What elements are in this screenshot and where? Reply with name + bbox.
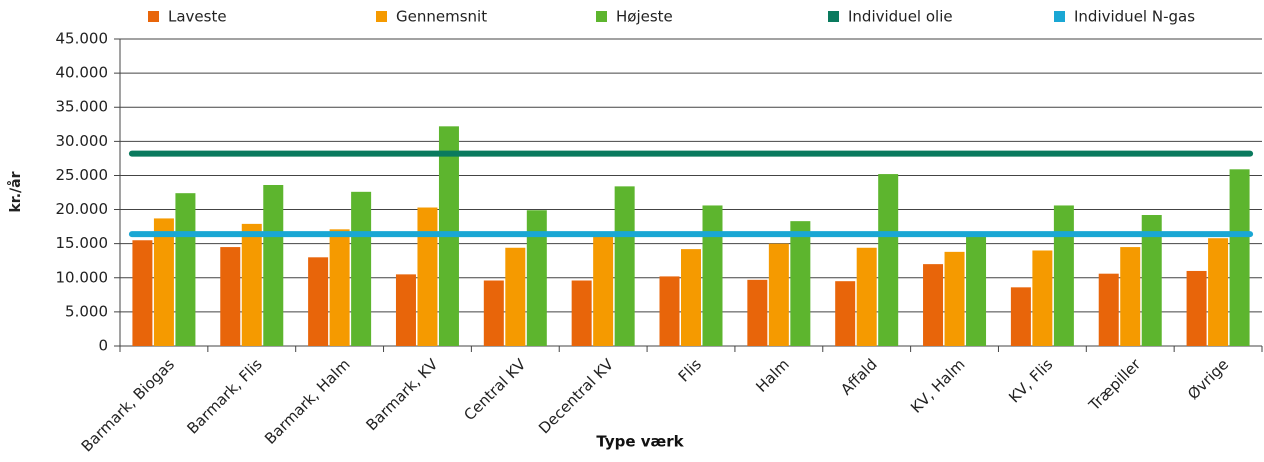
bar (593, 235, 614, 346)
bar (1120, 247, 1141, 346)
bar (659, 276, 680, 346)
y-tick-label: 20.000 (56, 200, 109, 218)
y-tick-label: 15.000 (56, 234, 109, 252)
bar (966, 234, 987, 346)
y-tick-label: 30.000 (56, 132, 109, 150)
x-tick-label: KV, Halm (907, 355, 968, 416)
bar (153, 218, 174, 346)
bar (923, 264, 944, 346)
legend-swatch (148, 11, 159, 22)
bar (220, 247, 241, 346)
y-tick-label: 25.000 (56, 166, 109, 184)
bar (263, 184, 284, 346)
bar (944, 251, 965, 346)
bar (241, 223, 262, 346)
x-tick-label: Decentral KV (535, 355, 618, 438)
bar (614, 186, 635, 346)
bar (483, 280, 504, 346)
legend-swatch (1054, 11, 1065, 22)
y-tick-label: 0 (98, 337, 108, 355)
bar (417, 207, 438, 346)
x-tick-label: Barmark, KV (362, 355, 441, 434)
legend-label: Højeste (616, 8, 673, 26)
legend-swatch (828, 11, 839, 22)
x-tick-label: Barmark, Biogas (78, 355, 178, 455)
y-tick-label: 45.000 (56, 30, 109, 48)
legend-label: Individuel N-gas (1074, 8, 1195, 26)
x-tick-label: Barmark, Flis (184, 355, 266, 437)
y-tick-label: 5.000 (65, 302, 108, 320)
x-tick-label: Barmark, Halm (261, 355, 354, 448)
bar (1186, 270, 1207, 346)
x-axis-label: Type værk (596, 433, 684, 451)
legend-label: Gennemsnit (396, 8, 487, 26)
bar (175, 193, 196, 346)
legend-swatch (376, 11, 387, 22)
bar (526, 210, 547, 346)
legend-label: Individuel olie (848, 8, 953, 26)
x-tick-label: Affald (837, 355, 880, 398)
x-tick-label: Træpiller (1085, 355, 1145, 415)
x-tick-label: Halm (752, 355, 792, 395)
bar (1208, 238, 1229, 346)
legend-swatch (596, 11, 607, 22)
y-axis-label: kr./år (7, 171, 24, 212)
bar (395, 274, 416, 346)
bar (132, 240, 153, 346)
y-tick-label: 35.000 (56, 98, 109, 116)
bar (505, 247, 526, 346)
bar (1141, 215, 1162, 346)
bar (329, 229, 350, 346)
bar (1053, 205, 1074, 346)
bar (571, 280, 592, 346)
y-tick-label: 10.000 (56, 268, 109, 286)
bar (1098, 273, 1119, 346)
bar (702, 205, 723, 346)
bar (768, 243, 789, 346)
bar (681, 249, 701, 346)
x-tick-label: KV, Flis (1005, 355, 1056, 406)
bar (835, 281, 856, 346)
bar (1010, 287, 1031, 346)
bar (1032, 250, 1053, 346)
bar (308, 257, 329, 346)
y-tick-label: 40.000 (56, 64, 109, 82)
bar (351, 191, 372, 346)
x-tick-label: Flis (675, 355, 705, 385)
x-tick-label: Øvrige (1184, 355, 1232, 403)
legend-label: Laveste (168, 8, 227, 26)
bar (747, 279, 768, 346)
bar (856, 247, 877, 346)
x-tick-label: Central KV (460, 355, 529, 424)
bar (790, 221, 811, 346)
bar (878, 174, 899, 346)
bar (1229, 169, 1250, 346)
